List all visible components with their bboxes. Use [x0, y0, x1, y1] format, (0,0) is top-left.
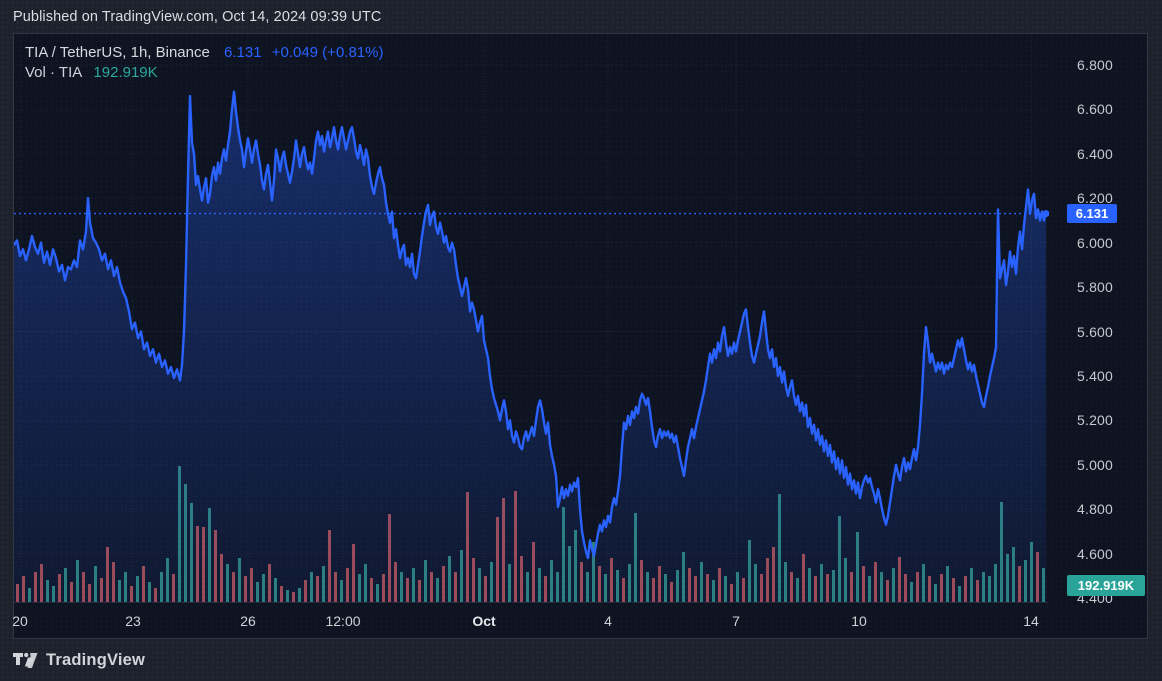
brand-name[interactable]: TradingView [46, 650, 146, 669]
price-tick-label: 5.000 [1077, 456, 1114, 473]
legend-row-volume: Vol · TIA 192.919K [25, 63, 383, 83]
tradingview-logo-icon[interactable] [13, 650, 38, 671]
last-price-badge: 6.131 [1067, 204, 1117, 224]
time-tick-label: 12:00 [325, 613, 361, 629]
volume-value: 192.919K [93, 64, 158, 81]
symbol-title[interactable]: TIA / TetherUS, 1h, Binance [25, 44, 210, 61]
volume-label[interactable]: Vol · TIA [25, 64, 83, 81]
price-tick-label: 6.400 [1077, 145, 1114, 162]
price-tick-label: 6.000 [1077, 234, 1114, 251]
price-tick-label: 5.600 [1077, 323, 1114, 340]
price-tick-label: 4.800 [1077, 501, 1114, 518]
time-tick-label: 20 [12, 613, 28, 629]
price-tick-label: 6.600 [1077, 101, 1114, 118]
price-area-fill [14, 91, 1046, 602]
price-tick-label: 5.400 [1077, 367, 1114, 384]
price-chart-svg[interactable] [14, 34, 1049, 602]
price-tick-label: 4.600 [1077, 545, 1114, 562]
time-tick-label: 10 [851, 613, 867, 629]
legend-row-symbol: TIA / TetherUS, 1h, Binance 6.131 +0.049… [25, 43, 383, 63]
time-tick-label: 7 [732, 613, 740, 629]
price-line [14, 90, 1048, 560]
price-tick-label: 5.200 [1077, 412, 1114, 429]
price-pane[interactable]: TIA / TetherUS, 1h, Binance 6.131 +0.049… [14, 34, 1049, 602]
time-tick-label: 14 [1023, 613, 1039, 629]
published-header-line: Published on TradingView.com, Oct 14, 20… [13, 9, 382, 25]
price-tick-label: 6.800 [1077, 57, 1114, 73]
price-tick-label: 5.800 [1077, 279, 1114, 296]
time-axis[interactable]: 20 23 26 12:00 Oct 4 7 10 14 [12, 602, 1049, 639]
chart-panel: TIA / TetherUS, 1h, Binance 6.131 +0.049… [12, 33, 1149, 639]
last-price-value: 6.131 [224, 44, 262, 61]
price-axis[interactable]: 6.800 6.600 6.400 6.200 6.000 5.800 5.600 5.400… [1049, 34, 1149, 606]
time-tick-label: 23 [125, 613, 141, 629]
legend: TIA / TetherUS, 1h, Binance 6.131 +0.049… [25, 43, 383, 83]
time-tick-label: 4 [604, 613, 612, 629]
price-tick-label: 6.200 [1077, 190, 1114, 207]
footer: TradingView [13, 648, 145, 672]
last-price-dot [1042, 210, 1049, 218]
price-change-value: +0.049 (+0.81%) [271, 44, 384, 61]
time-tick-label: Oct [472, 613, 496, 629]
volume-badge: 192.919K [1067, 575, 1145, 596]
time-tick-label: 26 [240, 613, 256, 629]
